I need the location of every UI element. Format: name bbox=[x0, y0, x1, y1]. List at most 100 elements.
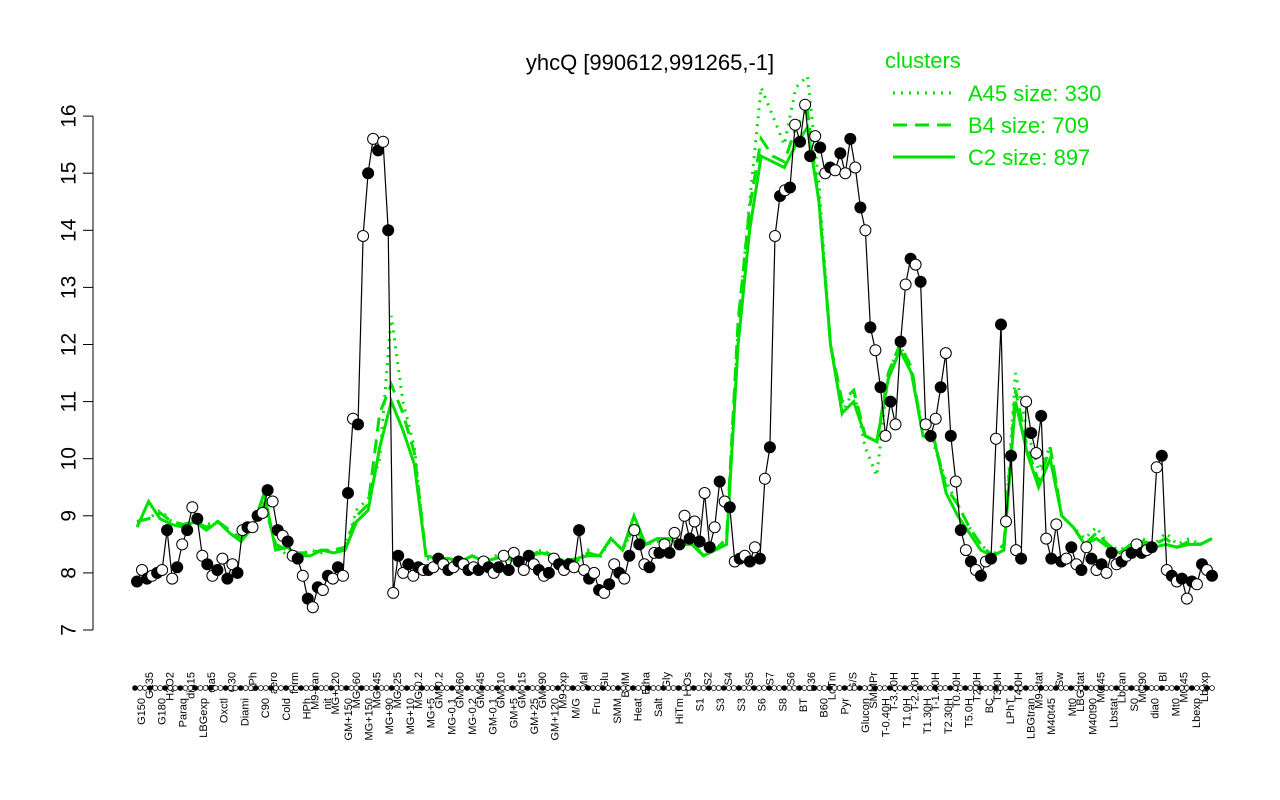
rug-mark bbox=[288, 685, 294, 691]
rug-mark bbox=[157, 685, 163, 691]
data-point bbox=[829, 164, 842, 177]
x-tick-label-top: S4 bbox=[723, 672, 735, 685]
rug-mark bbox=[549, 685, 556, 691]
rug-mark bbox=[977, 685, 984, 691]
x-tick-label-bottom: T-0.40H bbox=[881, 698, 893, 737]
data-point bbox=[387, 586, 400, 599]
rug-mark bbox=[756, 685, 762, 691]
rug-mark bbox=[1048, 685, 1054, 691]
rug-mark bbox=[841, 685, 848, 691]
x-tick-label-bottom: Lbstat bbox=[1108, 698, 1120, 728]
x-tick-label-bottom: G180 bbox=[157, 698, 169, 725]
rug-mark bbox=[585, 685, 591, 691]
data-point bbox=[266, 495, 279, 508]
rug-mark bbox=[836, 685, 843, 691]
x-tick-label-bottom: nit bbox=[322, 698, 334, 710]
rug-mark bbox=[917, 685, 923, 691]
data-point bbox=[377, 135, 390, 148]
data-point bbox=[1155, 449, 1168, 462]
x-tick-label-bottom: Lbexp bbox=[1191, 698, 1203, 728]
data-point bbox=[392, 549, 405, 562]
rug-mark bbox=[680, 685, 687, 691]
data-point bbox=[1206, 569, 1218, 582]
rug-mark bbox=[328, 685, 335, 691]
rug-mark bbox=[1123, 685, 1130, 691]
rug-mark bbox=[620, 685, 626, 691]
data-point bbox=[221, 572, 234, 585]
x-tick-label-bottom: B60 bbox=[819, 698, 831, 718]
data-point bbox=[1050, 518, 1063, 531]
rug-mark bbox=[937, 685, 944, 691]
rug-mark bbox=[751, 685, 757, 691]
data-point bbox=[568, 561, 580, 574]
rug-mark bbox=[872, 685, 878, 691]
rug-mark bbox=[866, 685, 873, 691]
rug-mark bbox=[1053, 685, 1059, 691]
rug-mark bbox=[333, 685, 340, 691]
rug-mark bbox=[278, 685, 284, 691]
data-point bbox=[643, 561, 656, 574]
rug-mark bbox=[600, 685, 606, 691]
rug-mark bbox=[590, 685, 596, 691]
rug-mark bbox=[811, 685, 818, 691]
rug-mark bbox=[323, 685, 330, 691]
rug-mark bbox=[484, 685, 491, 691]
rug-mark bbox=[927, 685, 933, 691]
data-point bbox=[889, 418, 902, 431]
rug-mark bbox=[152, 685, 158, 691]
rug-mark bbox=[997, 685, 1004, 691]
rug-mark bbox=[353, 685, 360, 691]
rug-mark bbox=[263, 685, 269, 691]
rug-mark bbox=[187, 685, 194, 691]
rug-mark bbox=[318, 685, 325, 691]
y-tick-label: 13 bbox=[58, 276, 81, 299]
x-tick-label-bottom: MG-0.1 bbox=[446, 698, 458, 735]
rug-mark bbox=[403, 685, 410, 691]
data-point bbox=[1180, 592, 1193, 605]
rug-mark bbox=[162, 685, 168, 691]
rug-mark bbox=[861, 685, 868, 691]
x-tick-label-top: Sw bbox=[1054, 672, 1066, 687]
x-tick-label-bottom: LPhT bbox=[1005, 698, 1017, 725]
rug-mark bbox=[992, 685, 999, 691]
rug-mark bbox=[645, 685, 652, 691]
x-tick-label-top: S7 bbox=[765, 672, 777, 685]
y-tick-label: 11 bbox=[58, 391, 81, 413]
rug-mark bbox=[851, 685, 858, 691]
data-point bbox=[934, 381, 947, 394]
data-point bbox=[959, 544, 972, 557]
data-point bbox=[1045, 552, 1058, 565]
x-tick-label-bottom: MG+90 bbox=[384, 698, 396, 734]
rug-mark bbox=[273, 685, 279, 691]
data-point bbox=[995, 318, 1007, 331]
rug-mark bbox=[499, 685, 506, 691]
x-tick-label-bottom: Fru bbox=[591, 698, 603, 715]
rug-mark bbox=[962, 685, 969, 691]
rug-mark bbox=[1173, 685, 1180, 691]
data-point bbox=[990, 432, 1002, 445]
rug-mark bbox=[1043, 685, 1049, 691]
data-point bbox=[231, 566, 244, 579]
rug-mark bbox=[877, 685, 883, 691]
x-tick-label-bottom: C90 bbox=[260, 698, 272, 718]
rug-mark bbox=[202, 685, 209, 691]
x-tick-label-top: S6 bbox=[785, 672, 797, 685]
rug-mark bbox=[424, 685, 430, 691]
rug-mark bbox=[177, 685, 184, 691]
rug-mark bbox=[972, 685, 979, 691]
series-layer bbox=[131, 72, 1218, 614]
rug-mark bbox=[474, 685, 481, 691]
rug-mark bbox=[771, 685, 777, 691]
rug-mark bbox=[625, 685, 632, 691]
data-point bbox=[784, 181, 796, 194]
data-point bbox=[914, 275, 927, 288]
rug-mark bbox=[182, 685, 189, 691]
data-point bbox=[834, 147, 847, 160]
rug-mark bbox=[258, 685, 264, 691]
data-point bbox=[663, 546, 676, 559]
rug-mark bbox=[615, 685, 621, 691]
data-point bbox=[186, 501, 199, 514]
rug-mark bbox=[715, 685, 722, 691]
rug-mark bbox=[831, 685, 838, 691]
